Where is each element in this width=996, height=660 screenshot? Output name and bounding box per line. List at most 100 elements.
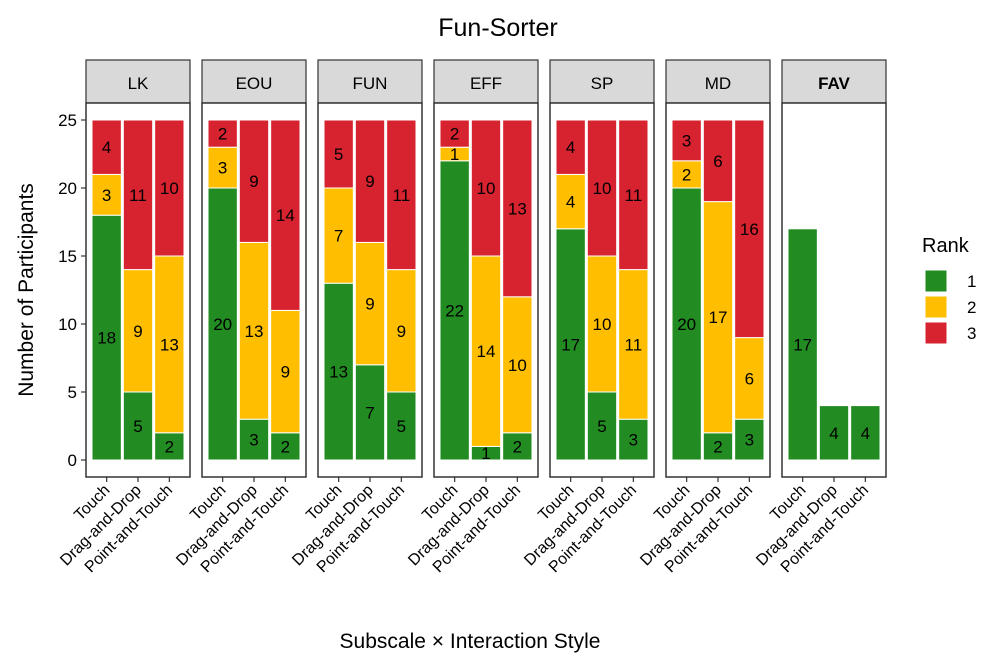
panel-border xyxy=(85,102,191,478)
bar-segment xyxy=(354,364,386,461)
bar-segment xyxy=(734,119,765,339)
bar-segment xyxy=(618,119,649,271)
y-tick-label: 15 xyxy=(58,247,77,266)
bar-segment xyxy=(354,241,386,366)
bar-segment xyxy=(618,269,649,420)
bar-segment xyxy=(671,160,702,189)
data-label: 9 xyxy=(133,322,142,341)
data-label: 9 xyxy=(281,363,290,382)
data-label: 14 xyxy=(276,206,295,225)
data-label: 10 xyxy=(508,356,527,375)
legend-key xyxy=(924,321,948,345)
facet-label: EFF xyxy=(470,74,502,93)
data-label: 4 xyxy=(102,138,111,157)
data-label: 3 xyxy=(249,431,258,450)
bar-segment xyxy=(386,119,417,271)
data-label: 2 xyxy=(513,437,522,456)
data-label: 11 xyxy=(393,186,411,205)
data-label: 2 xyxy=(165,437,174,456)
data-label: 3 xyxy=(218,159,227,178)
panel-border xyxy=(665,102,771,478)
data-label: 4 xyxy=(566,193,575,212)
data-label: 2 xyxy=(450,125,459,144)
data-label: 2 xyxy=(218,125,227,144)
facet-strip xyxy=(433,59,539,104)
facet-strip xyxy=(201,59,307,104)
legend-label: 3 xyxy=(967,324,976,343)
bar-segment xyxy=(207,146,238,189)
data-label: 1 xyxy=(481,444,490,463)
data-label: 16 xyxy=(740,220,759,239)
data-label: 20 xyxy=(677,315,696,334)
bar-segment xyxy=(502,296,533,434)
panel-border xyxy=(433,102,539,478)
data-label: 13 xyxy=(329,363,348,382)
chart-title: Fun-Sorter xyxy=(438,14,557,42)
data-label: 17 xyxy=(793,335,812,354)
data-label: 3 xyxy=(102,186,111,205)
x-axis-label: Subscale × Interaction Style xyxy=(340,630,601,653)
facet-strip xyxy=(665,59,771,104)
legend-title: Rank xyxy=(922,235,970,257)
data-label: 18 xyxy=(97,329,116,348)
data-label: 2 xyxy=(713,437,722,456)
bar-segment xyxy=(270,309,301,434)
data-label: 3 xyxy=(682,131,691,150)
data-label: 17 xyxy=(561,335,580,354)
y-tick-label: 5 xyxy=(68,383,77,402)
legend-label: 1 xyxy=(967,272,976,291)
data-label: 20 xyxy=(213,315,232,334)
bar-segment xyxy=(122,391,154,461)
data-label: 3 xyxy=(745,431,754,450)
data-label: 10 xyxy=(593,315,612,334)
bar-segment xyxy=(734,418,765,461)
bar-segment xyxy=(586,119,618,257)
facet-strip xyxy=(549,59,655,104)
bar-segment xyxy=(91,214,122,461)
data-label: 9 xyxy=(397,322,406,341)
bar-segment xyxy=(154,119,185,257)
bar-segment xyxy=(238,119,270,243)
bar-segment xyxy=(439,160,470,461)
legend-key xyxy=(924,295,948,319)
data-label: 5 xyxy=(334,145,343,164)
data-label: 17 xyxy=(709,308,728,327)
bar-segment xyxy=(439,119,470,148)
data-label: 6 xyxy=(745,369,754,388)
bar-segment xyxy=(238,418,270,461)
legend-key xyxy=(924,269,948,293)
data-label: 2 xyxy=(281,437,290,456)
bar-segment xyxy=(122,269,154,393)
data-label: 2 xyxy=(682,165,691,184)
data-label: 4 xyxy=(829,424,838,443)
facet-label: FAV xyxy=(818,74,850,93)
data-label: 11 xyxy=(129,186,147,205)
bar-segment xyxy=(154,255,185,434)
bar-segment xyxy=(818,405,850,461)
data-label: 4 xyxy=(566,138,575,157)
facet-strip xyxy=(317,59,423,104)
bar-segment xyxy=(470,119,502,257)
bar-segment xyxy=(323,282,354,461)
bar-segment xyxy=(154,432,185,461)
data-label: 9 xyxy=(249,172,258,191)
data-label: 5 xyxy=(597,417,606,436)
bar-segment xyxy=(323,119,354,189)
bar-segment xyxy=(555,173,586,230)
data-label: 7 xyxy=(365,403,374,422)
bar-segment xyxy=(386,269,417,393)
data-label: 5 xyxy=(133,417,142,436)
y-tick-label: 0 xyxy=(68,451,77,470)
bar-segment xyxy=(671,119,702,162)
data-label: 4 xyxy=(861,424,870,443)
data-label: 22 xyxy=(445,301,464,320)
data-label: 13 xyxy=(508,199,527,218)
bar-segment xyxy=(787,228,818,461)
data-label: 5 xyxy=(397,417,406,436)
data-label: 11 xyxy=(625,186,643,205)
bar-segment xyxy=(671,187,702,461)
facet-label: MD xyxy=(705,74,731,93)
facet-label: FUN xyxy=(353,74,388,93)
data-label: 10 xyxy=(477,179,496,198)
data-label: 6 xyxy=(713,152,722,171)
